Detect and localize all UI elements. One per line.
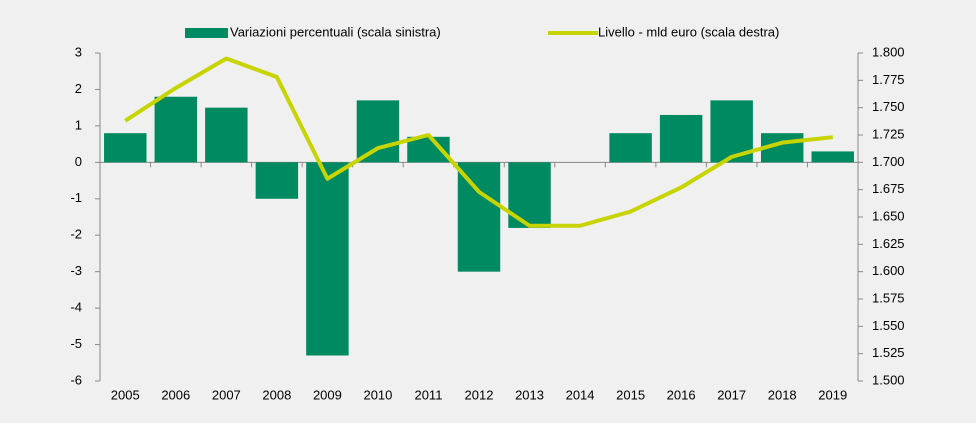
y-tick-label: 3 (75, 44, 82, 59)
y-tick-label: -1 (70, 190, 82, 205)
y2-tick-label: 1.725 (872, 126, 905, 141)
bar (154, 96, 198, 163)
x-tick-label: 2010 (363, 387, 392, 402)
line (124, 56, 833, 228)
y2-tick-label: 1.525 (872, 345, 905, 360)
y2-tick-label: 1.500 (872, 372, 905, 387)
x-tick-label: 2005 (111, 387, 140, 402)
y2-tick-label: 1.775 (872, 72, 905, 87)
y-tick-label: 1 (75, 117, 82, 132)
bar (457, 162, 501, 272)
bar (205, 107, 248, 163)
y2-tick-label: 1.750 (872, 99, 905, 114)
y2-tick-label: 1.650 (872, 208, 905, 223)
x-tick-label: 2006 (161, 387, 190, 402)
y-tick-label: -3 (70, 263, 82, 278)
y-tick-label: 2 (75, 81, 82, 96)
y-tick-label: 0 (75, 154, 82, 169)
x-tick-label: 2017 (717, 387, 746, 402)
bar (306, 162, 349, 356)
bar (811, 151, 854, 163)
legend-label: Variazioni percentuali (scala sinistra) (230, 24, 441, 39)
legend-swatch (185, 28, 228, 38)
y2-tick-label: 1.700 (872, 154, 905, 169)
x-tick-label: 2012 (465, 387, 494, 402)
y-tick-label: -6 (70, 372, 82, 387)
x-tick-label: 2019 (818, 387, 847, 402)
bar (609, 133, 652, 163)
y2-tick-label: 1.575 (872, 290, 905, 305)
y2-tick-label: 1.675 (872, 181, 905, 196)
y-tick-label: -5 (70, 336, 82, 351)
bar (659, 114, 703, 163)
x-tick-label: 2013 (515, 387, 544, 402)
y-tick-label: -4 (70, 300, 82, 315)
x-tick-label: 2014 (566, 387, 595, 402)
y-tick-label: -2 (70, 227, 82, 242)
x-tick-label: 2009 (313, 387, 342, 402)
y2-tick-label: 1.550 (872, 318, 905, 333)
x-tick-label: 2008 (262, 387, 291, 402)
y2-tick-label: 1.600 (872, 263, 905, 278)
legend-label: Livello - mld euro (scala destra) (598, 24, 779, 39)
x-tick-label: 2007 (212, 387, 241, 402)
x-tick-label: 2018 (768, 387, 797, 402)
x-tick-label: 2011 (414, 387, 442, 402)
x-tick-label: 2016 (667, 387, 696, 402)
bar (356, 100, 400, 163)
bar (104, 133, 147, 163)
x-tick-label: 2015 (616, 387, 645, 402)
y2-tick-label: 1.800 (872, 44, 905, 59)
y2-tick-label: 1.625 (872, 236, 905, 251)
bar (255, 162, 299, 199)
